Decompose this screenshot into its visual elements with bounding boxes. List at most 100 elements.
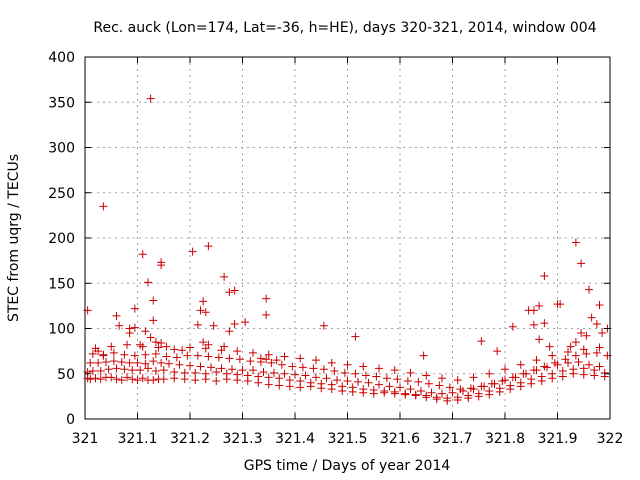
data-point — [579, 345, 588, 354]
data-point — [519, 369, 528, 378]
data-point — [157, 338, 166, 347]
data-point — [204, 352, 213, 361]
data-point — [141, 350, 150, 359]
data-point — [595, 343, 604, 352]
data-point — [535, 301, 544, 310]
data-point — [157, 358, 166, 367]
data-point — [477, 382, 486, 391]
x-axis: 321 321.1 321.2 321.3 321.4 321.5 321.6 321.7 32… — [72, 57, 624, 447]
data-point — [582, 349, 591, 358]
data-point — [291, 370, 299, 379]
x-tick-label: 321.9 — [537, 431, 577, 447]
data-point — [393, 375, 402, 384]
data-point — [117, 376, 126, 385]
data-point — [564, 348, 572, 357]
x-axis-label: GPS time / Days of year 2014 — [244, 458, 451, 474]
data-point — [319, 365, 328, 374]
chart-title: Rec. auck (Lon=174, Lat=-36, h=HE), days… — [93, 20, 596, 36]
data-point — [587, 313, 596, 322]
data-point — [149, 376, 158, 385]
data-point — [375, 364, 383, 373]
data-point — [262, 355, 271, 364]
data-point — [162, 342, 171, 351]
data-point — [372, 372, 381, 381]
data-point — [186, 361, 194, 370]
data-point — [246, 357, 255, 366]
data-point — [537, 372, 546, 381]
data-point — [280, 352, 289, 361]
data-point — [264, 350, 273, 359]
y-tick-label: 0 — [66, 412, 75, 428]
data-point — [172, 353, 181, 362]
data-point — [464, 391, 473, 400]
data-point — [112, 375, 121, 384]
data-point — [86, 358, 95, 367]
data-point — [529, 306, 538, 315]
data-point — [141, 327, 150, 336]
data-point — [138, 250, 147, 259]
data-point — [453, 393, 462, 402]
data-point — [600, 368, 609, 377]
data-point — [120, 350, 129, 359]
data-point — [270, 368, 278, 377]
data-point — [96, 367, 105, 376]
data-point — [306, 378, 315, 387]
data-point — [590, 366, 599, 375]
x-tick-label: 322 — [597, 431, 624, 447]
data-point — [571, 238, 580, 247]
data-point — [144, 364, 152, 373]
data-point — [403, 376, 412, 385]
data-point — [133, 358, 142, 367]
data-point — [385, 382, 394, 391]
data-point — [109, 357, 118, 366]
data-point — [99, 351, 108, 360]
data-point — [217, 364, 226, 373]
data-point — [151, 367, 160, 376]
data-point — [165, 359, 173, 368]
data-point — [438, 374, 446, 383]
data-point — [243, 371, 252, 380]
data-point — [545, 342, 554, 351]
data-point — [107, 342, 116, 351]
data-point — [117, 357, 126, 366]
data-point — [411, 390, 420, 399]
data-point — [343, 376, 352, 385]
data-point — [249, 366, 257, 375]
data-point — [493, 347, 502, 356]
data-point — [422, 391, 431, 400]
data-point — [448, 388, 457, 397]
data-point — [183, 351, 192, 360]
data-point — [191, 376, 200, 385]
data-point — [228, 365, 236, 374]
data-point — [149, 357, 158, 366]
data-point — [230, 286, 239, 295]
data-point — [191, 368, 200, 377]
data-point — [548, 351, 557, 360]
data-point — [94, 347, 103, 356]
data-point — [123, 340, 131, 349]
data-point — [561, 355, 570, 364]
data-point — [351, 332, 360, 341]
data-point — [277, 360, 286, 369]
data-point — [298, 363, 307, 372]
data-point — [204, 340, 213, 349]
y-tick-label: 200 — [48, 231, 75, 247]
data-point — [91, 374, 100, 383]
data-point — [338, 382, 347, 391]
data-point — [88, 367, 97, 376]
x-tick-label: 321.7 — [432, 431, 472, 447]
data-point — [574, 357, 583, 366]
data-point — [186, 343, 194, 352]
data-point — [159, 375, 168, 384]
data-point — [359, 362, 368, 371]
data-point — [340, 368, 349, 377]
data-point — [401, 389, 410, 398]
data-point — [327, 358, 336, 367]
data-point — [96, 375, 105, 384]
x-tick-label: 321.2 — [170, 431, 210, 447]
data-point — [396, 383, 404, 392]
data-point — [125, 358, 134, 367]
data-point — [241, 318, 250, 327]
data-point — [109, 348, 118, 357]
data-point — [141, 359, 150, 368]
